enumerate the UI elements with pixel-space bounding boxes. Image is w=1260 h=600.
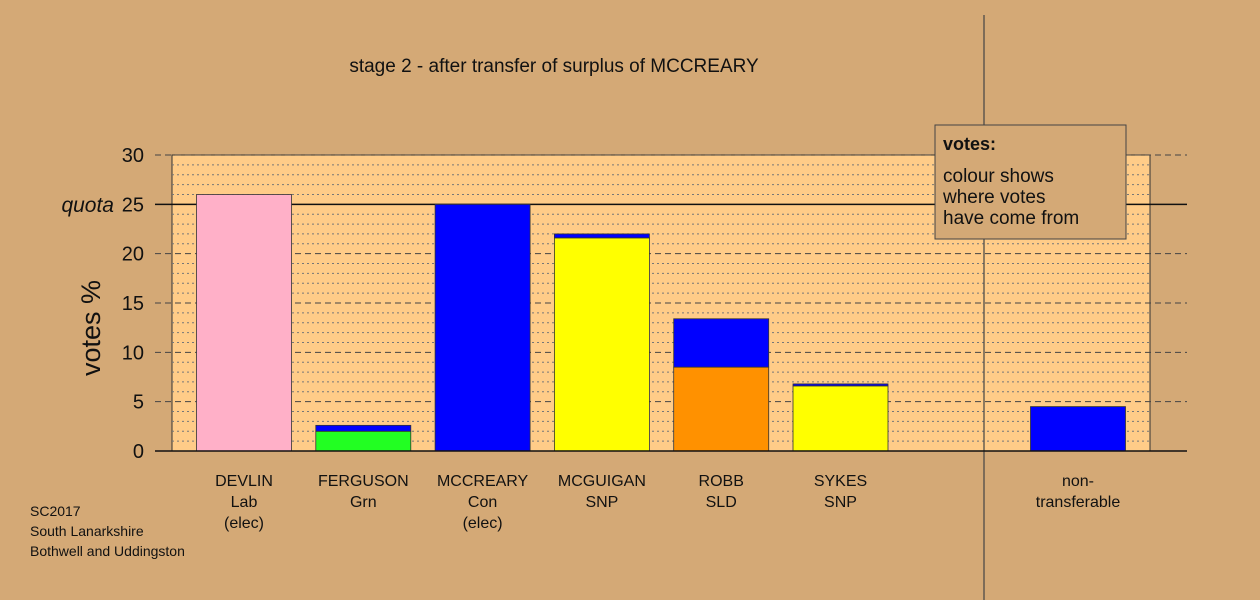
x-label-mccreary-name: MCCREARY — [437, 473, 529, 490]
y-tick-label-0: 0 — [133, 441, 144, 463]
x-label-nontransferable-1: non- — [1062, 473, 1094, 490]
bar-robb — [673, 318, 770, 452]
legend-box — [934, 124, 1127, 240]
bar-nontransferable-segment-mccreary — [1030, 406, 1126, 452]
bar-sykes-segment-mccreary — [792, 383, 889, 387]
x-label-devlin-party: Lab — [231, 494, 258, 511]
x-label-mccreary-status: (elec) — [463, 515, 503, 532]
y-tick-label-5: 5 — [133, 392, 144, 414]
source-note: SC2017 South Lanarkshire Bothwell and Ud… — [30, 501, 185, 561]
x-label-ferguson-name: FERGUSON — [318, 473, 409, 490]
x-label-sykes-party: SNP — [824, 494, 857, 511]
bar-devlin — [196, 194, 292, 452]
x-label-devlin-name: DEVLIN — [215, 473, 273, 490]
x-label-sykes-name: SYKES — [814, 473, 867, 490]
x-label-devlin-status: (elec) — [224, 515, 264, 532]
source-line-3: Bothwell and Uddingston — [30, 543, 185, 559]
bar-ferguson-segment-ferguson — [315, 430, 412, 452]
x-label-robb-name: ROBB — [699, 473, 744, 490]
bar-mcguigan-segment-mccreary — [554, 233, 650, 239]
bar-mcguigan — [554, 233, 650, 452]
y-tick-label-10: 10 — [122, 342, 144, 364]
grid-lines — [155, 154, 1187, 442]
x-label-ferguson-party: Grn — [350, 494, 377, 511]
source-line-2: South Lanarkshire — [30, 523, 144, 539]
legend-line-1: colour shows — [943, 166, 1054, 187]
chart-title: stage 2 - after transfer of surplus of M… — [349, 56, 759, 77]
bar-sykes-segment-sykes — [792, 385, 889, 452]
y-tick-label-15: 15 — [122, 293, 144, 315]
legend-line-3: have come from — [943, 208, 1079, 229]
x-label-mccreary-party: Con — [468, 494, 497, 511]
bar-mcguigan-segment-mcguigan — [554, 237, 650, 452]
bar-robb-segment-mccreary — [673, 318, 770, 368]
quota-label: quota — [61, 194, 114, 217]
bar-ferguson — [315, 424, 412, 452]
bar-sykes — [792, 383, 889, 452]
x-axis-labels: DEVLIN Lab (elec) FERGUSON Grn MCCREARY Con (el… — [215, 473, 1120, 532]
y-axis-ticks: 0 5 10 15 20 25 30 — [122, 145, 144, 463]
bars — [196, 194, 1126, 452]
x-label-mcguigan-name: MCGUIGAN — [558, 473, 646, 490]
legend-line-2: where votes — [942, 187, 1045, 208]
bar-mccreary-segment-mccreary — [434, 203, 531, 452]
y-tick-label-30: 30 — [122, 145, 144, 167]
x-label-mcguigan-party: SNP — [585, 494, 618, 511]
bar-robb-segment-robb — [673, 366, 770, 452]
y-axis-label: votes % — [76, 280, 106, 376]
bar-mccreary — [434, 203, 531, 452]
y-tick-label-25: 25 — [122, 194, 144, 216]
y-tick-label-20: 20 — [122, 244, 144, 266]
source-line-1: SC2017 — [30, 503, 81, 519]
legend-title: votes: — [943, 134, 996, 154]
bar-devlin-segment-devlin — [196, 194, 292, 452]
bar-nontransferable — [1030, 406, 1126, 452]
x-label-nontransferable-2: transferable — [1036, 494, 1121, 511]
legend: votes: colour shows where votes have com… — [934, 124, 1127, 240]
x-label-robb-party: SLD — [706, 494, 737, 511]
bar-ferguson-segment-mccreary — [315, 424, 412, 432]
